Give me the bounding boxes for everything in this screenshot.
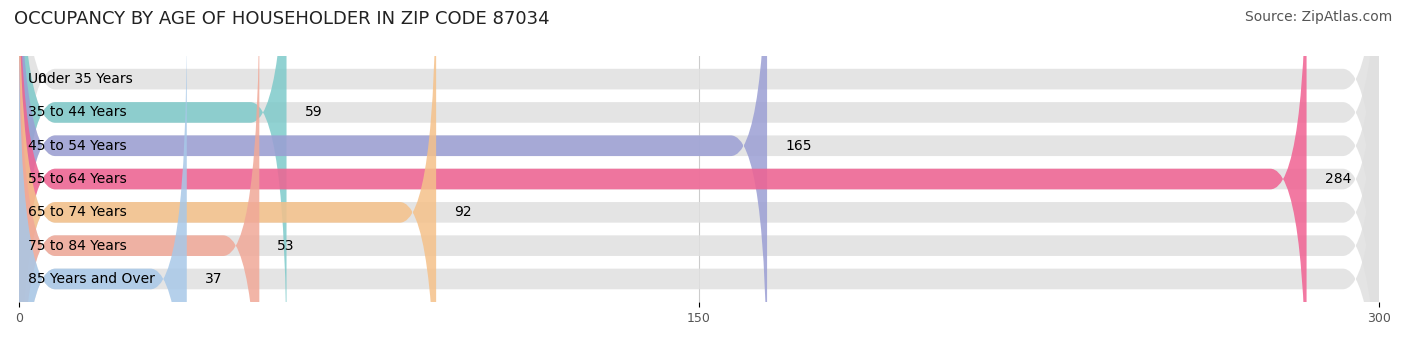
- Text: 55 to 64 Years: 55 to 64 Years: [28, 172, 127, 186]
- FancyBboxPatch shape: [18, 0, 1379, 335]
- Text: 0: 0: [37, 72, 46, 86]
- Text: 35 to 44 Years: 35 to 44 Years: [28, 105, 127, 119]
- Text: 165: 165: [785, 139, 811, 153]
- FancyBboxPatch shape: [18, 23, 187, 340]
- FancyBboxPatch shape: [18, 0, 436, 340]
- FancyBboxPatch shape: [18, 0, 287, 340]
- Text: 92: 92: [454, 205, 472, 219]
- FancyBboxPatch shape: [18, 0, 1379, 340]
- Text: 85 Years and Over: 85 Years and Over: [28, 272, 155, 286]
- Text: 45 to 54 Years: 45 to 54 Years: [28, 139, 127, 153]
- Text: 53: 53: [277, 239, 295, 253]
- FancyBboxPatch shape: [18, 0, 1379, 340]
- FancyBboxPatch shape: [18, 0, 1379, 340]
- Text: 65 to 74 Years: 65 to 74 Years: [28, 205, 127, 219]
- Text: 59: 59: [305, 105, 322, 119]
- FancyBboxPatch shape: [18, 0, 1379, 340]
- Text: OCCUPANCY BY AGE OF HOUSEHOLDER IN ZIP CODE 87034: OCCUPANCY BY AGE OF HOUSEHOLDER IN ZIP C…: [14, 10, 550, 28]
- Text: 284: 284: [1324, 172, 1351, 186]
- FancyBboxPatch shape: [18, 23, 1379, 340]
- Text: Under 35 Years: Under 35 Years: [28, 72, 132, 86]
- FancyBboxPatch shape: [18, 0, 1306, 340]
- FancyBboxPatch shape: [18, 0, 768, 340]
- Text: 37: 37: [205, 272, 222, 286]
- FancyBboxPatch shape: [18, 0, 259, 340]
- Text: Source: ZipAtlas.com: Source: ZipAtlas.com: [1244, 10, 1392, 24]
- Text: 75 to 84 Years: 75 to 84 Years: [28, 239, 127, 253]
- FancyBboxPatch shape: [18, 0, 1379, 340]
